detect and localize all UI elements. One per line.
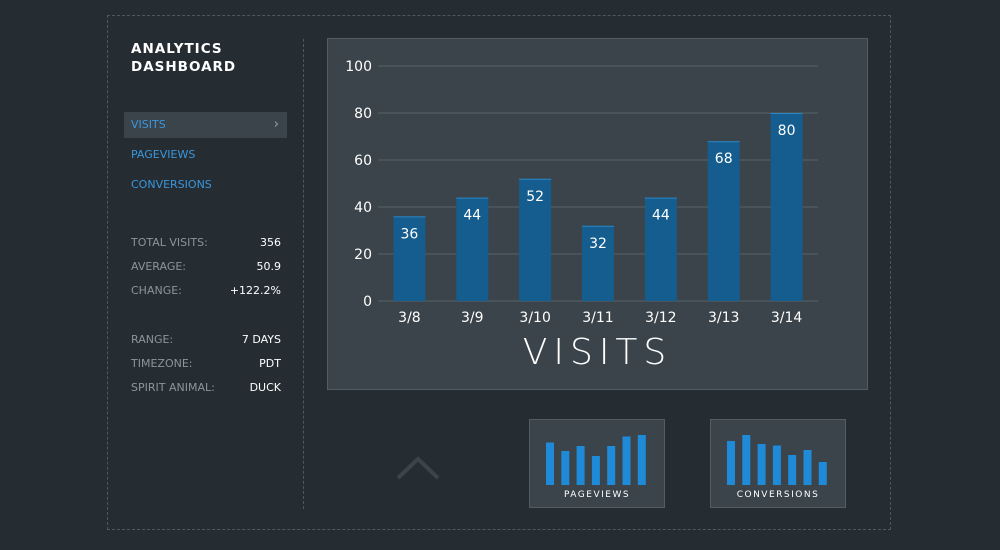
stat-value: 50.9 <box>256 260 282 273</box>
nav-item-label: PAGEVIEWS <box>131 148 196 161</box>
meta-spirit-animal: SPIRIT ANIMAL: DUCK <box>131 380 281 396</box>
stat-label: AVERAGE: <box>131 260 187 273</box>
mini-bar <box>576 446 585 485</box>
meta-range: RANGE: 7 DAYS <box>131 332 281 348</box>
mini-bar <box>803 450 812 485</box>
thumbnail-label: PAGEVIEWS <box>563 490 631 500</box>
x-tick-label: 3/8 <box>398 310 421 326</box>
stat-average: AVERAGE: 50.9 <box>131 259 281 275</box>
data-label: 44 <box>652 208 670 224</box>
mini-bar <box>561 451 570 485</box>
thumbnail-label: CONVERSIONS <box>736 490 820 500</box>
bar <box>770 113 803 301</box>
y-tick-label: 0 <box>363 294 372 310</box>
bar <box>519 178 552 301</box>
meta-label: RANGE: <box>131 333 174 346</box>
nav-item-pageviews[interactable]: PAGEVIEWS <box>124 142 287 168</box>
y-tick-label: 100 <box>345 59 372 75</box>
nav-item-visits[interactable]: VISITS › <box>124 112 287 138</box>
x-tick-label: 3/14 <box>771 310 803 326</box>
data-label: 68 <box>715 151 733 167</box>
x-tick-label: 3/11 <box>582 310 613 326</box>
y-tick-label: 40 <box>354 200 372 216</box>
mini-bar <box>788 455 797 485</box>
bar <box>582 225 614 301</box>
data-label: 36 <box>401 226 419 242</box>
thumbnail-conversions[interactable]: CONVERSIONS <box>710 419 846 508</box>
bar <box>456 197 489 301</box>
app-title: ANALYTICS DASHBOARD <box>131 41 237 75</box>
meta-value: PDT <box>259 357 281 370</box>
mini-bar <box>591 456 600 485</box>
mini-bar <box>622 436 631 485</box>
bar <box>644 197 677 301</box>
mini-bar <box>772 445 781 485</box>
meta-value: 7 DAYS <box>241 333 281 346</box>
nav-item-label: VISITS <box>131 118 166 131</box>
stat-value: 356 <box>260 236 281 249</box>
x-tick-label: 3/9 <box>461 310 484 326</box>
bar <box>393 216 426 301</box>
data-label: 52 <box>526 189 544 205</box>
pageviews-mini-chart <box>546 435 646 485</box>
chevron-right-icon: › <box>273 117 279 132</box>
conversions-mini-chart <box>727 435 827 485</box>
meta-label: SPIRIT ANIMAL: <box>131 381 215 394</box>
mini-bar <box>818 462 827 485</box>
y-tick-label: 20 <box>354 247 372 263</box>
stat-total-visits: TOTAL VISITS: 356 <box>131 235 281 251</box>
chevron-up-icon[interactable] <box>396 455 440 481</box>
y-tick-label: 80 <box>354 106 372 122</box>
stat-change: CHANGE: +122.2% <box>131 283 281 299</box>
meta-timezone: TIMEZONE: PDT <box>131 356 281 372</box>
dashboard-frame <box>107 15 891 530</box>
chart-title: VISITS <box>522 332 673 373</box>
thumbnail-pageviews[interactable]: PAGEVIEWS <box>529 419 665 508</box>
nav-item-label: CONVERSIONS <box>131 178 212 191</box>
nav-item-conversions[interactable]: CONVERSIONS <box>124 172 287 198</box>
stat-label: TOTAL VISITS: <box>131 236 208 249</box>
mini-bar <box>607 446 616 485</box>
mini-bar <box>742 435 751 485</box>
mini-bar <box>727 441 735 485</box>
visits-chart-panel: 0 20 40 60 80 100 36 3/8 44 3/9 52 3/10 32 3/11 44 3/12… <box>327 38 868 390</box>
meta-label: TIMEZONE: <box>131 357 193 370</box>
data-label: 80 <box>778 123 796 139</box>
bar <box>707 141 740 301</box>
x-tick-label: 3/12 <box>645 310 676 326</box>
sidebar-divider <box>303 39 304 509</box>
stat-label: CHANGE: <box>131 284 182 297</box>
x-tick-label: 3/13 <box>708 310 739 326</box>
data-label: 44 <box>463 208 481 224</box>
visits-bar-chart: 0 20 40 60 80 100 36 3/8 44 3/9 52 3/10 32 3/11 44 3/12… <box>345 59 818 326</box>
mini-bar <box>546 442 554 485</box>
meta-value: DUCK <box>249 381 281 394</box>
data-label: 32 <box>589 236 607 252</box>
stat-value: +122.2% <box>229 284 281 297</box>
mini-bar <box>757 444 766 485</box>
x-tick-label: 3/10 <box>519 310 550 326</box>
mini-bar <box>637 435 646 485</box>
y-tick-label: 60 <box>354 153 372 169</box>
